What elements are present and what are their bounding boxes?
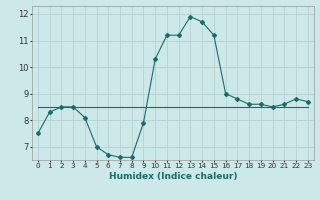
X-axis label: Humidex (Indice chaleur): Humidex (Indice chaleur) <box>108 172 237 181</box>
